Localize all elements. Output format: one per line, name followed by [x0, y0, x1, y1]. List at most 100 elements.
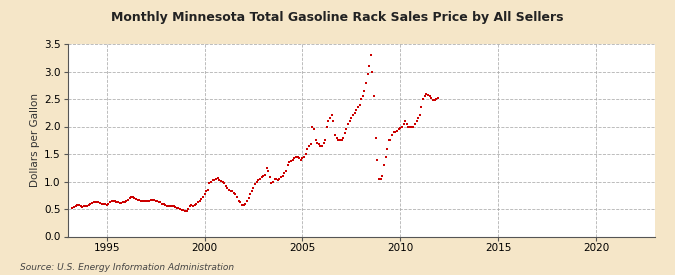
- Point: [297, 156, 308, 161]
- Point: [121, 199, 132, 204]
- Point: [98, 201, 109, 206]
- Point: [242, 199, 252, 204]
- Point: [175, 207, 186, 211]
- Point: [329, 133, 340, 137]
- Point: [142, 199, 153, 203]
- Point: [74, 202, 84, 207]
- Point: [352, 105, 363, 109]
- Point: [106, 199, 117, 203]
- Point: [348, 113, 358, 118]
- Point: [159, 202, 169, 206]
- Point: [152, 199, 163, 204]
- Point: [90, 200, 101, 205]
- Point: [124, 196, 135, 200]
- Point: [354, 102, 365, 107]
- Point: [387, 133, 398, 137]
- Point: [82, 204, 92, 208]
- Point: [116, 201, 127, 205]
- Point: [256, 175, 267, 179]
- Point: [119, 200, 130, 204]
- Point: [88, 200, 99, 205]
- Point: [250, 182, 261, 186]
- Point: [388, 130, 399, 134]
- Point: [367, 69, 378, 74]
- Point: [196, 197, 207, 201]
- Point: [410, 122, 421, 126]
- Point: [383, 138, 394, 142]
- Point: [148, 198, 159, 202]
- Point: [114, 201, 125, 205]
- Point: [362, 72, 373, 76]
- Point: [232, 195, 242, 199]
- Point: [396, 124, 407, 129]
- Point: [429, 98, 440, 102]
- Point: [305, 142, 316, 146]
- Point: [269, 177, 280, 181]
- Point: [72, 203, 82, 207]
- Point: [211, 177, 221, 181]
- Point: [259, 173, 270, 177]
- Point: [292, 155, 303, 159]
- Point: [167, 204, 178, 208]
- Point: [276, 175, 287, 179]
- Point: [145, 198, 156, 202]
- Point: [281, 168, 292, 173]
- Point: [313, 142, 324, 146]
- Point: [298, 155, 309, 159]
- Point: [178, 208, 189, 212]
- Point: [202, 188, 213, 192]
- Point: [134, 198, 144, 202]
- Point: [390, 130, 401, 134]
- Point: [67, 206, 78, 210]
- Point: [403, 124, 414, 129]
- Point: [132, 197, 143, 202]
- Point: [246, 189, 257, 194]
- Point: [404, 124, 415, 129]
- Point: [286, 158, 296, 163]
- Point: [411, 119, 422, 123]
- Point: [91, 200, 102, 204]
- Point: [222, 186, 233, 190]
- Point: [379, 163, 389, 167]
- Point: [418, 97, 429, 101]
- Point: [349, 111, 360, 115]
- Point: [351, 108, 362, 112]
- Point: [168, 204, 179, 208]
- Point: [163, 204, 174, 208]
- Point: [235, 200, 246, 205]
- Point: [421, 91, 432, 96]
- Point: [254, 177, 265, 181]
- Point: [300, 152, 311, 156]
- Point: [394, 127, 404, 131]
- Point: [184, 204, 195, 208]
- Text: Monthly Minnesota Total Gasoline Rack Sales Price by All Sellers: Monthly Minnesota Total Gasoline Rack Sa…: [111, 11, 564, 24]
- Point: [113, 200, 124, 205]
- Point: [217, 179, 228, 184]
- Point: [427, 98, 438, 102]
- Point: [304, 144, 315, 148]
- Point: [108, 199, 119, 203]
- Point: [169, 205, 180, 210]
- Point: [360, 80, 371, 85]
- Point: [243, 196, 254, 200]
- Point: [234, 199, 244, 203]
- Point: [377, 174, 387, 178]
- Point: [214, 178, 225, 182]
- Point: [219, 180, 230, 185]
- Point: [279, 171, 290, 175]
- Point: [392, 129, 402, 133]
- Point: [375, 177, 386, 181]
- Point: [199, 191, 210, 196]
- Point: [192, 200, 203, 204]
- Point: [194, 199, 205, 203]
- Point: [426, 96, 437, 100]
- Point: [338, 135, 348, 140]
- Point: [230, 191, 241, 196]
- Point: [150, 199, 161, 203]
- Point: [328, 119, 339, 123]
- Point: [343, 122, 354, 126]
- Point: [423, 92, 433, 97]
- Point: [398, 122, 409, 126]
- Point: [155, 200, 166, 205]
- Point: [385, 138, 396, 142]
